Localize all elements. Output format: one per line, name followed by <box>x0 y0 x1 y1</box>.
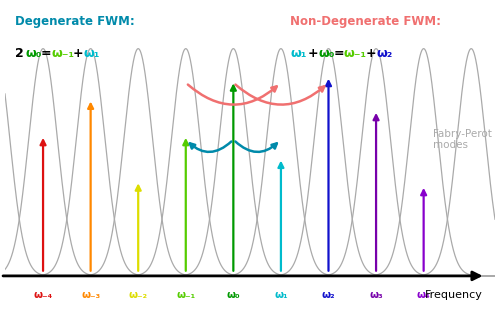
Text: ω₀: ω₀ <box>318 47 334 60</box>
Text: ω₀: ω₀ <box>226 290 240 300</box>
Text: ω₋₄: ω₋₄ <box>34 290 52 300</box>
Text: +: + <box>72 47 83 60</box>
Text: ω₃: ω₃ <box>369 290 383 300</box>
Text: Fabry-Perot
modes: Fabry-Perot modes <box>433 129 492 150</box>
Text: ω₁: ω₁ <box>274 290 287 300</box>
Text: +: + <box>308 47 318 60</box>
Text: ω₁: ω₁ <box>290 47 307 60</box>
Text: ω₀: ω₀ <box>26 47 42 60</box>
Text: ω₂: ω₂ <box>376 47 392 60</box>
Text: =: = <box>40 47 52 60</box>
Text: =: = <box>334 47 344 60</box>
Text: Degenerate FWM:: Degenerate FWM: <box>14 15 134 28</box>
Text: ω₋₁: ω₋₁ <box>344 47 366 60</box>
Text: 2: 2 <box>14 47 24 60</box>
Text: ω₋₁: ω₋₁ <box>52 47 74 60</box>
Text: ω₂: ω₂ <box>322 290 336 300</box>
Text: ω₋₃: ω₋₃ <box>81 290 100 300</box>
Text: Non-Degenerate FWM:: Non-Degenerate FWM: <box>290 15 442 28</box>
Text: ω₁: ω₁ <box>84 47 100 60</box>
Text: Frequency: Frequency <box>425 290 483 300</box>
Text: ω₋₁: ω₋₁ <box>176 290 196 300</box>
Text: ω₄: ω₄ <box>417 290 430 300</box>
Text: +: + <box>366 47 376 60</box>
Text: ω₋₂: ω₋₂ <box>128 290 148 300</box>
